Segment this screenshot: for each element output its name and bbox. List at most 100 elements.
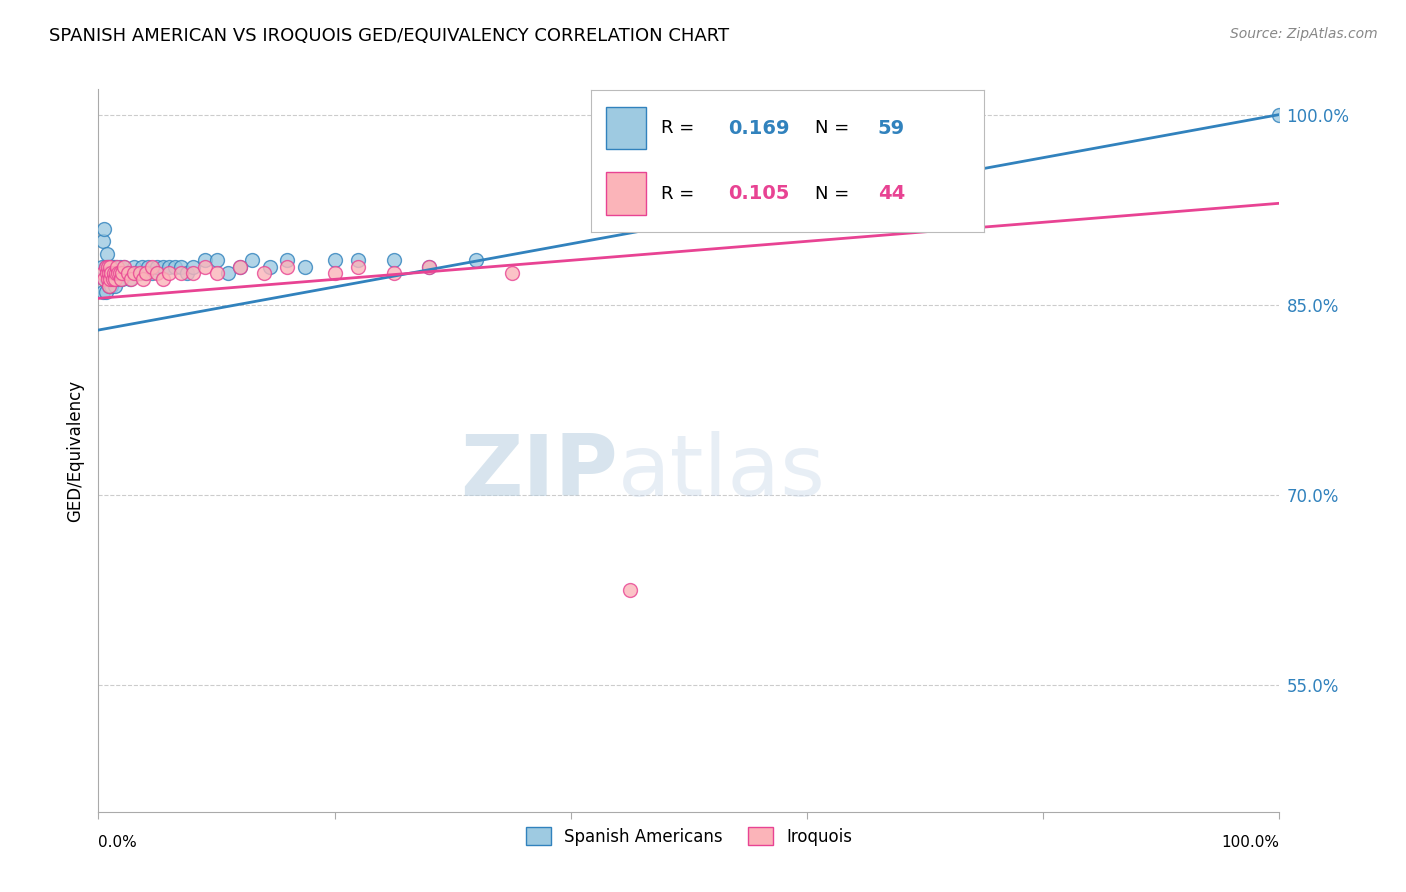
Text: N =: N = <box>815 120 855 137</box>
Point <box>97 272 120 286</box>
Point <box>181 266 204 280</box>
Point <box>101 272 124 286</box>
Point <box>217 266 239 280</box>
Point <box>105 266 128 280</box>
Point <box>170 260 193 274</box>
Text: 44: 44 <box>877 185 905 203</box>
Point <box>98 278 121 293</box>
Point <box>101 260 124 274</box>
Point <box>170 266 193 280</box>
Point <box>112 260 135 274</box>
Point <box>294 260 316 274</box>
Point <box>107 272 129 286</box>
Point <box>97 260 120 274</box>
FancyBboxPatch shape <box>606 107 645 150</box>
Point <box>117 266 139 280</box>
Point <box>122 260 145 274</box>
Point <box>91 285 114 299</box>
Text: ZIP: ZIP <box>460 431 619 514</box>
Text: atlas: atlas <box>619 431 827 514</box>
Point <box>194 260 217 274</box>
Point <box>276 253 298 268</box>
Point <box>91 260 114 274</box>
Point <box>157 260 180 274</box>
Point <box>108 266 131 280</box>
Point <box>382 253 405 268</box>
Point <box>152 272 174 286</box>
Point <box>121 272 143 286</box>
Point <box>141 260 163 274</box>
Text: R =: R = <box>661 120 700 137</box>
Point <box>141 266 163 280</box>
Point <box>125 266 148 280</box>
Point <box>103 266 125 280</box>
Point <box>181 260 204 274</box>
Point <box>253 266 276 280</box>
Point <box>146 260 169 274</box>
Point <box>152 260 174 274</box>
Point <box>128 266 150 280</box>
Legend: Spanish Americans, Iroquois: Spanish Americans, Iroquois <box>517 819 860 854</box>
Text: Source: ZipAtlas.com: Source: ZipAtlas.com <box>1230 27 1378 41</box>
Point <box>382 266 405 280</box>
Point <box>105 266 128 280</box>
Text: 0.0%: 0.0% <box>98 835 138 849</box>
Point <box>107 266 129 280</box>
Point <box>205 253 228 268</box>
Point <box>136 260 159 274</box>
Point <box>94 260 117 274</box>
Point <box>98 272 121 286</box>
Point <box>176 266 198 280</box>
Text: 100.0%: 100.0% <box>1222 835 1279 849</box>
Point <box>98 260 121 274</box>
Point <box>97 272 120 286</box>
Point <box>120 272 142 286</box>
Point <box>91 235 114 249</box>
Point <box>132 272 155 286</box>
Point <box>276 260 298 274</box>
Point <box>104 266 127 280</box>
Point <box>97 260 120 274</box>
Point <box>96 272 118 286</box>
Point <box>229 260 252 274</box>
Point <box>111 266 134 280</box>
Point <box>131 260 153 274</box>
Point <box>98 278 121 293</box>
Point <box>194 253 217 268</box>
Point <box>98 260 121 274</box>
Point <box>91 266 114 280</box>
Point <box>229 260 252 274</box>
Point <box>619 582 641 597</box>
Point <box>146 266 169 280</box>
Text: SPANISH AMERICAN VS IROQUOIS GED/EQUIVALENCY CORRELATION CHART: SPANISH AMERICAN VS IROQUOIS GED/EQUIVAL… <box>49 27 730 45</box>
Point <box>135 266 157 280</box>
Text: N =: N = <box>815 185 855 202</box>
Point <box>157 266 180 280</box>
Point <box>103 272 125 286</box>
Point <box>104 272 127 286</box>
Point <box>110 272 132 286</box>
Point <box>1268 107 1291 121</box>
Point <box>501 266 523 280</box>
Point <box>105 260 128 274</box>
Point <box>117 266 139 280</box>
Point <box>323 253 346 268</box>
Point <box>93 272 115 286</box>
Point <box>96 247 118 261</box>
Point <box>112 260 135 274</box>
Point <box>205 266 228 280</box>
Point <box>347 260 370 274</box>
Point <box>100 266 122 280</box>
Point <box>128 266 150 280</box>
Point <box>94 285 117 299</box>
Point <box>98 266 121 280</box>
Point <box>94 260 117 274</box>
Point <box>104 278 127 293</box>
Point <box>259 260 281 274</box>
Point <box>105 260 128 274</box>
Point <box>100 266 122 280</box>
Point <box>108 260 131 274</box>
Point <box>110 266 132 280</box>
Point <box>93 272 115 286</box>
Text: 0.105: 0.105 <box>728 185 790 203</box>
